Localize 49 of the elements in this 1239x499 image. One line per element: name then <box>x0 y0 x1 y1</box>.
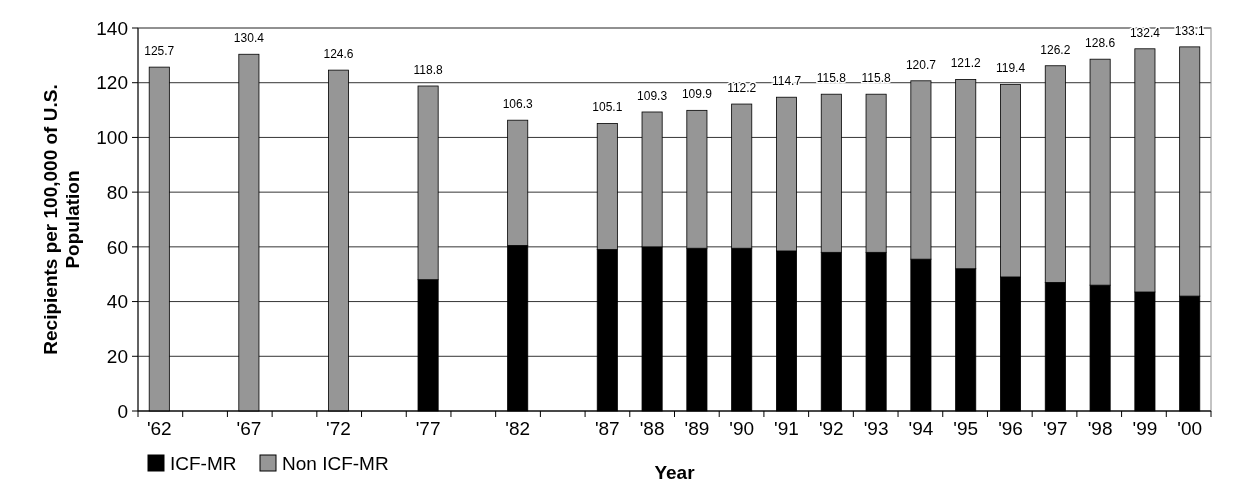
y-tick-label: 40 <box>106 291 128 313</box>
y-tick-label: 60 <box>106 236 128 258</box>
total-label: 119.4 <box>995 61 1026 76</box>
total-label: 120.7 <box>905 57 937 72</box>
total-label: 124.6 <box>323 47 354 62</box>
y-axis-title: Recipients per 100,000 of U.S. Population <box>39 84 84 355</box>
total-label: 133.1 <box>1174 23 1206 38</box>
total-label: 126.2 <box>1040 42 1071 57</box>
x-tick-label: '93 <box>863 418 889 439</box>
legend-label: ICF-MR <box>170 452 237 474</box>
y-tick-label: 120 <box>96 72 128 94</box>
x-tick-label: '90 <box>729 418 755 439</box>
x-tick-label: '77 <box>415 418 441 439</box>
total-label: 128.6 <box>1085 36 1116 51</box>
total-label: 109.9 <box>681 87 713 102</box>
total-label: 115.8 <box>816 71 847 86</box>
x-tick-label: '96 <box>998 418 1023 439</box>
y-tick-label: 100 <box>96 127 128 149</box>
total-label: 121.2 <box>950 56 982 71</box>
x-tick-label: '98 <box>1087 418 1113 439</box>
x-tick-label: '67 <box>236 418 262 439</box>
total-label: 106.3 <box>502 97 534 112</box>
y-tick-label: 140 <box>96 17 128 39</box>
x-tick-label: '89 <box>684 418 710 439</box>
y-tick-label: 80 <box>106 181 128 203</box>
total-label: 118.8 <box>413 63 443 77</box>
total-label: 109.3 <box>637 88 668 103</box>
y-tick-label: 20 <box>106 345 128 367</box>
total-label: 132.4 <box>1129 25 1161 40</box>
x-tick-label: '97 <box>1042 418 1068 439</box>
x-tick-label: '62 <box>146 418 172 439</box>
x-tick-label: '95 <box>953 418 979 439</box>
x-tick-label: '99 <box>1132 418 1158 439</box>
legend-label: Non ICF-MR <box>282 452 389 474</box>
x-tick-label: '88 <box>639 418 665 439</box>
x-tick-label: '94 <box>908 418 934 439</box>
x-tick-label: '92 <box>818 418 844 439</box>
total-label: 112.2 <box>727 81 757 96</box>
total-label: 125.7 <box>144 44 175 59</box>
x-tick-label: '91 <box>774 418 799 439</box>
total-label: 115.8 <box>861 71 891 86</box>
x-axis-title: Year <box>654 462 696 483</box>
x-tick-label: '82 <box>505 418 531 439</box>
y-tick-label: 0 <box>117 400 128 422</box>
total-label: 130.4 <box>233 31 265 46</box>
x-tick-label: '72 <box>326 418 351 439</box>
total-label: 105.1 <box>592 100 623 115</box>
x-tick-label: '00 <box>1177 418 1203 439</box>
x-tick-label: '87 <box>594 418 620 439</box>
